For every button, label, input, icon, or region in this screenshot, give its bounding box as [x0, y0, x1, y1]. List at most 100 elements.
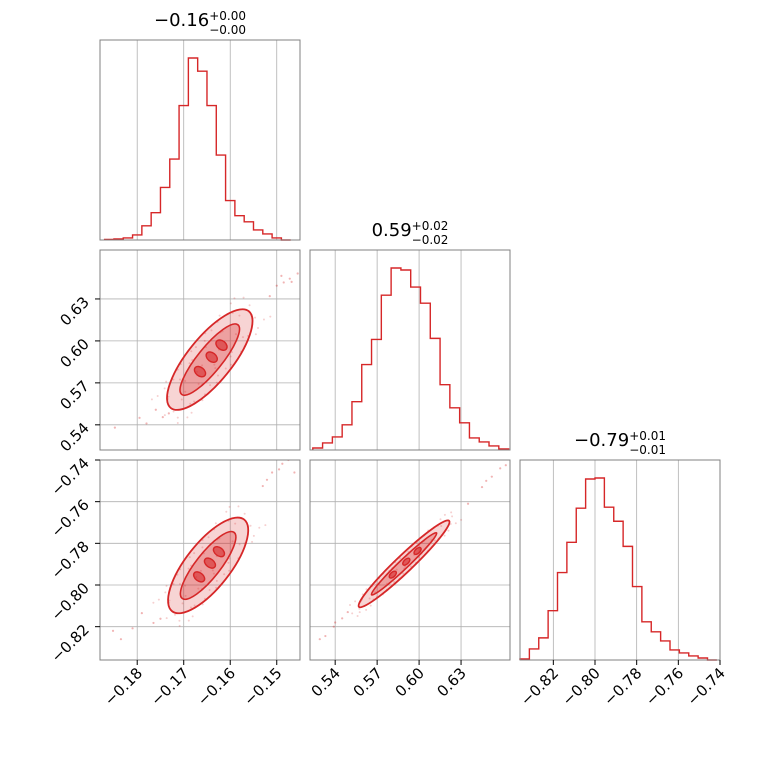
sample-point [189, 402, 192, 405]
histogram-step [103, 57, 291, 241]
sample-point [443, 513, 446, 516]
sample-point [210, 329, 213, 332]
sample-point [480, 485, 484, 489]
sample-point [504, 464, 507, 467]
sample-point [215, 381, 218, 384]
sample-point [176, 416, 179, 419]
sample-point [184, 594, 187, 597]
contour-panel-0-1 [99, 249, 301, 451]
sample-point [268, 295, 271, 298]
panel-frame [309, 459, 511, 661]
sample-point [164, 591, 167, 594]
sample-point [181, 602, 184, 605]
histogram-panel-1: 0.59+0.02−0.02 [309, 219, 511, 451]
contour-inner [413, 546, 422, 556]
sample-point [395, 568, 398, 571]
sample-point [163, 387, 166, 390]
sample-point [229, 355, 232, 358]
sample-point [152, 621, 155, 625]
sample-point [145, 422, 148, 425]
sample-point [131, 627, 134, 630]
sample-point [201, 364, 204, 367]
sample-point [178, 583, 181, 586]
panel-frame [99, 39, 301, 241]
sample-point [466, 502, 470, 505]
sample-point [190, 411, 193, 414]
sample-point [187, 619, 190, 622]
sample-point [138, 416, 141, 419]
sample-point [334, 621, 337, 624]
sample-point [288, 277, 291, 280]
sample-point [152, 601, 155, 604]
sample-point [252, 534, 255, 537]
sample-point [237, 505, 240, 508]
sample-point [393, 580, 396, 583]
sample-point [281, 462, 284, 465]
sample-point [197, 587, 200, 590]
sample-point [176, 421, 179, 424]
sample-point [451, 515, 454, 518]
sample-point [172, 378, 175, 381]
contour-inner [193, 365, 207, 378]
sample-point [193, 552, 196, 555]
x-tick-label: −0.78 [600, 664, 645, 709]
sample-point [454, 522, 457, 525]
sample-point [290, 280, 293, 283]
sample-point [218, 314, 221, 317]
sample-point [460, 518, 463, 521]
sample-point [178, 378, 181, 381]
sample-point [368, 597, 371, 600]
sample-point [228, 569, 231, 572]
sample-point [443, 534, 446, 537]
sample-point [224, 367, 227, 370]
sample-point [209, 384, 212, 387]
y-tick-label: 0.57 [56, 377, 92, 413]
contour-group [113, 272, 299, 429]
sample-point [440, 525, 443, 528]
sample-point [241, 336, 244, 339]
sample-point [215, 586, 218, 589]
x-tick-label: 0.63 [434, 664, 470, 700]
sample-point [228, 505, 231, 508]
x-tick-label: 0.57 [350, 664, 386, 700]
sample-point [186, 416, 189, 419]
panel-title-minus-1: −0.02 [412, 233, 449, 247]
contour-group [111, 460, 296, 641]
sample-point [178, 619, 181, 622]
sample-point [188, 556, 191, 559]
sample-point [193, 604, 196, 607]
sample-point [184, 380, 187, 383]
sample-point [188, 362, 191, 365]
sample-point [159, 617, 162, 620]
x-tick-label: −0.16 [194, 664, 239, 709]
sample-point [140, 612, 143, 615]
panel-frame [99, 459, 301, 661]
sample-point [213, 363, 216, 366]
sample-point [172, 582, 175, 585]
sample-point [356, 614, 359, 617]
sample-point [349, 604, 352, 607]
panel-title-0: −0.16+0.00 [154, 9, 246, 31]
histogram-panel-0: −0.16+0.00−0.00 [99, 9, 301, 241]
sample-point [258, 526, 261, 529]
sample-point [119, 638, 123, 641]
sample-point [165, 380, 168, 383]
x-tick-label: 0.54 [308, 664, 344, 700]
y-tick-label: −0.78 [48, 537, 93, 582]
contour-inner [205, 351, 218, 364]
sample-point [499, 467, 502, 470]
sample-point [174, 613, 177, 616]
sample-point [190, 350, 193, 353]
x-tick-label: 0.60 [392, 664, 428, 700]
sample-point [256, 326, 259, 329]
sample-point [111, 629, 115, 632]
sample-point [165, 617, 168, 620]
sample-point [163, 414, 166, 417]
sample-point [201, 546, 204, 549]
sample-point [223, 573, 226, 576]
sample-point [277, 468, 281, 471]
sample-point [242, 296, 245, 299]
sample-point [230, 363, 233, 366]
sample-point [150, 398, 153, 401]
sample-point [261, 484, 264, 488]
